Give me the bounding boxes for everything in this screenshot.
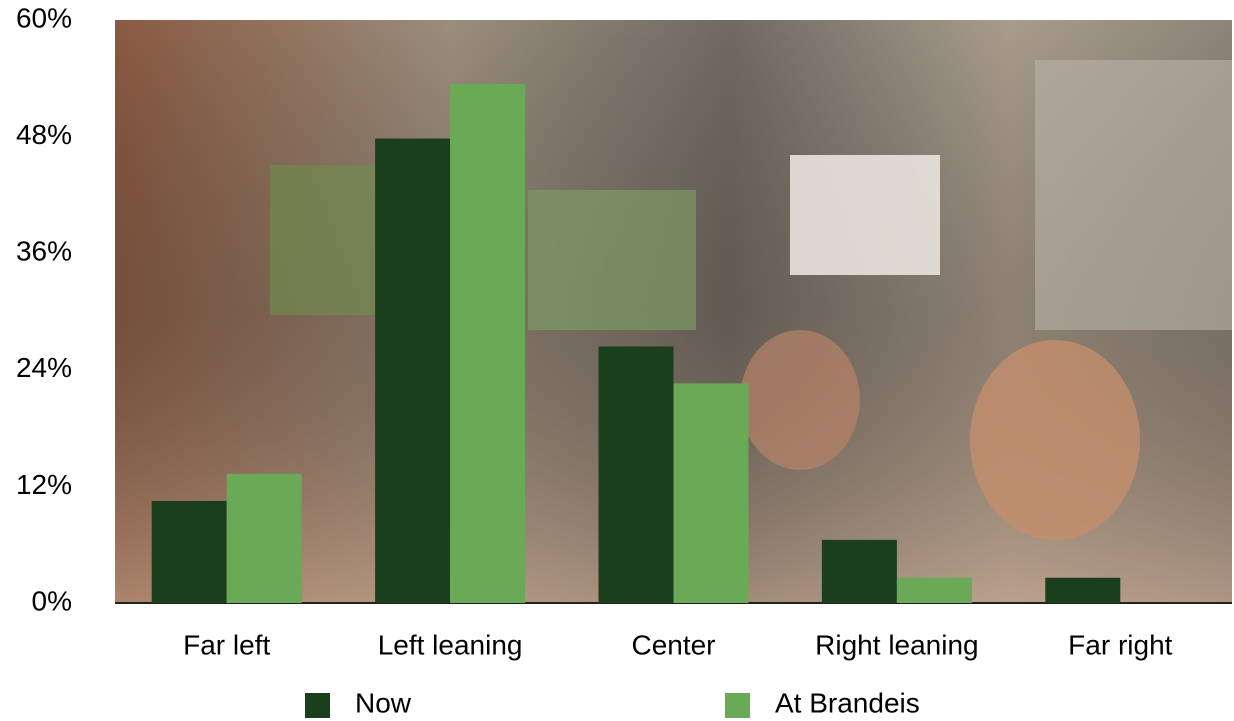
bar bbox=[599, 346, 674, 603]
y-tick-label: 24% bbox=[16, 352, 72, 383]
legend-swatch bbox=[725, 693, 750, 718]
legend-label: Now bbox=[355, 687, 412, 718]
x-tick-label: Far right bbox=[1068, 629, 1172, 660]
y-tick-label: 48% bbox=[16, 119, 72, 150]
bar bbox=[897, 578, 972, 603]
y-tick-label: 36% bbox=[16, 236, 72, 267]
bar bbox=[152, 501, 227, 603]
bar bbox=[450, 84, 525, 603]
bar bbox=[1045, 578, 1120, 603]
bar bbox=[375, 139, 450, 603]
x-tick-label: Far left bbox=[183, 629, 270, 660]
legend-swatch bbox=[305, 693, 330, 718]
bar bbox=[674, 383, 749, 603]
legend-label: At Brandeis bbox=[775, 687, 920, 718]
x-tick-label: Left leaning bbox=[378, 629, 523, 660]
bar bbox=[822, 540, 897, 603]
chart: 0% 12% 24% 36% 48% 60% Far left Left leaning Cen… bbox=[0, 0, 1234, 721]
x-tick-label: Center bbox=[631, 629, 715, 660]
x-tick-label: Right leaning bbox=[815, 629, 978, 660]
y-tick-label: 60% bbox=[16, 2, 72, 33]
y-tick-label: 0% bbox=[32, 585, 72, 616]
bar bbox=[227, 474, 302, 603]
y-tick-label: 12% bbox=[16, 469, 72, 500]
